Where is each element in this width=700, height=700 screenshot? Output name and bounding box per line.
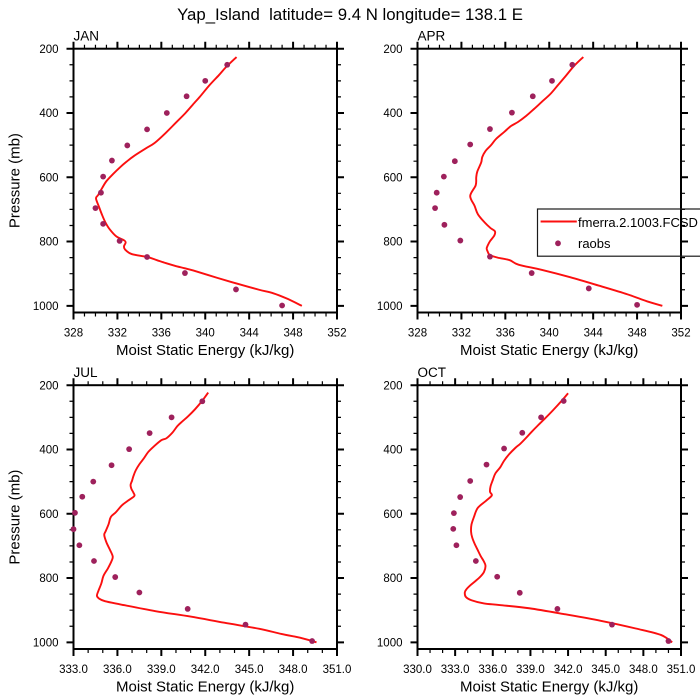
svg-text:352: 352 — [671, 327, 690, 339]
svg-text:APR: APR — [418, 29, 446, 44]
svg-text:328: 328 — [64, 327, 83, 339]
svg-text:1000: 1000 — [377, 637, 403, 649]
svg-text:400: 400 — [39, 108, 58, 120]
svg-text:336.0: 336.0 — [103, 664, 132, 676]
svg-text:340: 340 — [540, 327, 559, 339]
svg-text:348: 348 — [284, 327, 303, 339]
svg-text:800: 800 — [383, 237, 402, 249]
svg-text:Moist Static Energy (kJ/kg): Moist Static Energy (kJ/kg) — [116, 678, 294, 695]
svg-text:344: 344 — [584, 327, 604, 339]
svg-text:Pressure (mb): Pressure (mb) — [7, 133, 24, 228]
svg-text:600: 600 — [39, 509, 58, 521]
svg-text:345.0: 345.0 — [591, 664, 620, 676]
svg-text:1000: 1000 — [377, 301, 403, 313]
svg-text:352: 352 — [327, 327, 346, 339]
svg-text:Pressure (mb): Pressure (mb) — [7, 470, 24, 565]
svg-text:333.0: 333.0 — [59, 664, 88, 676]
svg-text:600: 600 — [383, 172, 402, 184]
svg-text:200: 200 — [39, 380, 58, 392]
svg-text:339.0: 339.0 — [147, 664, 176, 676]
svg-text:342.0: 342.0 — [554, 664, 583, 676]
svg-text:339.0: 339.0 — [516, 664, 545, 676]
svg-text:1000: 1000 — [33, 637, 59, 649]
svg-text:336.0: 336.0 — [478, 664, 507, 676]
svg-text:800: 800 — [39, 573, 58, 585]
svg-text:344: 344 — [240, 327, 260, 339]
svg-text:348.0: 348.0 — [279, 664, 308, 676]
svg-text:351.0: 351.0 — [667, 664, 696, 676]
svg-text:332: 332 — [452, 327, 471, 339]
svg-text:348: 348 — [628, 327, 647, 339]
svg-text:Moist Static Energy (kJ/kg): Moist Static Energy (kJ/kg) — [460, 678, 638, 695]
svg-text:400: 400 — [39, 445, 58, 457]
svg-text:342.0: 342.0 — [191, 664, 220, 676]
svg-text:Moist Static Energy (kJ/kg): Moist Static Energy (kJ/kg) — [460, 342, 638, 359]
svg-text:800: 800 — [383, 573, 402, 585]
svg-text:600: 600 — [39, 172, 58, 184]
svg-text:332: 332 — [108, 327, 127, 339]
svg-text:345.0: 345.0 — [235, 664, 264, 676]
svg-text:fmerra.2.1003.FCSD: fmerra.2.1003.FCSD — [578, 215, 698, 230]
svg-text:200: 200 — [383, 44, 402, 56]
svg-text:raobs: raobs — [578, 236, 611, 251]
svg-text:JUL: JUL — [74, 365, 98, 380]
svg-text:328: 328 — [408, 327, 427, 339]
svg-text:348.0: 348.0 — [629, 664, 658, 676]
svg-text:JAN: JAN — [74, 29, 100, 44]
svg-text:340: 340 — [196, 327, 215, 339]
svg-text:400: 400 — [383, 445, 402, 457]
svg-text:200: 200 — [383, 380, 402, 392]
svg-text:800: 800 — [39, 237, 58, 249]
svg-text:1000: 1000 — [33, 301, 59, 313]
svg-text:336: 336 — [152, 327, 171, 339]
svg-text:Yap_Island latitude= 9.4 N lo: Yap_Island latitude= 9.4 N longitude= 13… — [177, 5, 523, 24]
svg-text:333.0: 333.0 — [441, 664, 470, 676]
svg-text:336: 336 — [496, 327, 515, 339]
svg-text:200: 200 — [39, 44, 58, 56]
svg-text:330.0: 330.0 — [403, 664, 432, 676]
svg-text:400: 400 — [383, 108, 402, 120]
svg-text:351.0: 351.0 — [323, 664, 352, 676]
svg-text:Moist Static Energy (kJ/kg): Moist Static Energy (kJ/kg) — [116, 342, 294, 359]
svg-text:600: 600 — [383, 509, 402, 521]
svg-text:OCT: OCT — [418, 365, 447, 380]
